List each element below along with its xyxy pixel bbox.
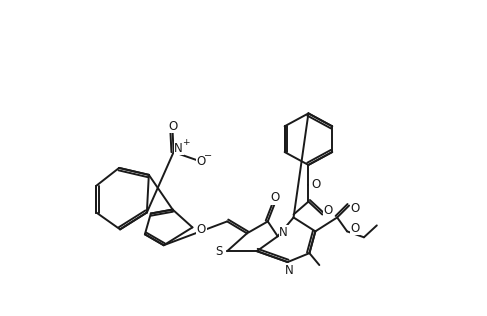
Text: N: N — [279, 226, 288, 239]
Text: O: O — [350, 222, 359, 235]
Text: N: N — [285, 264, 294, 277]
Text: O: O — [312, 178, 321, 191]
Text: O: O — [270, 191, 280, 204]
Text: S: S — [216, 245, 223, 258]
Text: N: N — [174, 142, 183, 155]
Text: +: + — [182, 138, 189, 147]
Text: O: O — [350, 202, 359, 215]
Text: O: O — [197, 155, 206, 168]
Text: O: O — [168, 120, 177, 133]
Text: O: O — [197, 223, 206, 236]
Text: O: O — [324, 204, 333, 217]
Text: −: − — [204, 151, 212, 161]
